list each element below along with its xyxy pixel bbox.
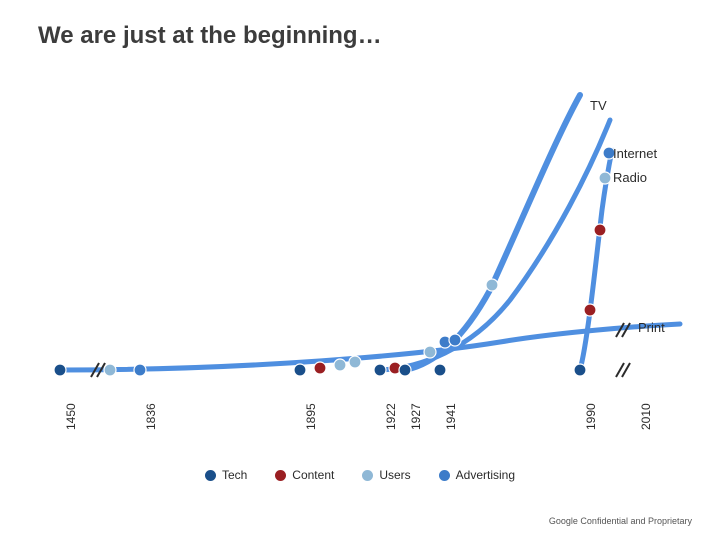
legend-label: Users	[379, 468, 410, 482]
chart-svg	[0, 0, 720, 540]
legend-dot-icon	[439, 470, 450, 481]
dot-users	[349, 356, 361, 368]
dot-advertising	[449, 334, 461, 346]
legend-label: Tech	[222, 468, 247, 482]
dot-tech	[294, 364, 306, 376]
legend-dot-icon	[205, 470, 216, 481]
footer-text: Google Confidential and Proprietary	[549, 516, 692, 526]
year-label-1941: 1941	[444, 403, 458, 430]
dot-tech	[54, 364, 66, 376]
legend-dot-icon	[275, 470, 286, 481]
year-label-1927: 1927	[409, 403, 423, 430]
dot-users	[599, 172, 611, 184]
dot-users	[424, 346, 436, 358]
legend: Tech Content Users Advertising	[0, 468, 720, 482]
dot-tech	[374, 364, 386, 376]
year-label-1895: 1895	[304, 403, 318, 430]
legend-label: Content	[292, 468, 334, 482]
dot-content	[594, 224, 606, 236]
dot-tech	[399, 364, 411, 376]
legend-item-advertising: Advertising	[439, 468, 515, 482]
dot-users	[104, 364, 116, 376]
legend-label: Advertising	[456, 468, 515, 482]
year-label-1836: 1836	[144, 403, 158, 430]
dot-content	[314, 362, 326, 374]
dot-advertising	[134, 364, 146, 376]
legend-item-content: Content	[275, 468, 334, 482]
dot-content	[584, 304, 596, 316]
year-label-1990: 1990	[584, 403, 598, 430]
legend-dot-icon	[362, 470, 373, 481]
media-label-print: Print	[638, 320, 665, 335]
year-label-1922: 1922	[384, 403, 398, 430]
legend-item-users: Users	[362, 468, 410, 482]
dot-users	[334, 359, 346, 371]
legend-item-tech: Tech	[205, 468, 247, 482]
year-label-1450: 1450	[64, 403, 78, 430]
dot-tech	[574, 364, 586, 376]
dot-users	[486, 279, 498, 291]
media-label-internet: Internet	[613, 146, 657, 161]
dot-tech	[434, 364, 446, 376]
media-label-tv: TV	[590, 98, 607, 113]
media-label-radio: Radio	[613, 170, 647, 185]
year-label-2010: 2010	[639, 403, 653, 430]
